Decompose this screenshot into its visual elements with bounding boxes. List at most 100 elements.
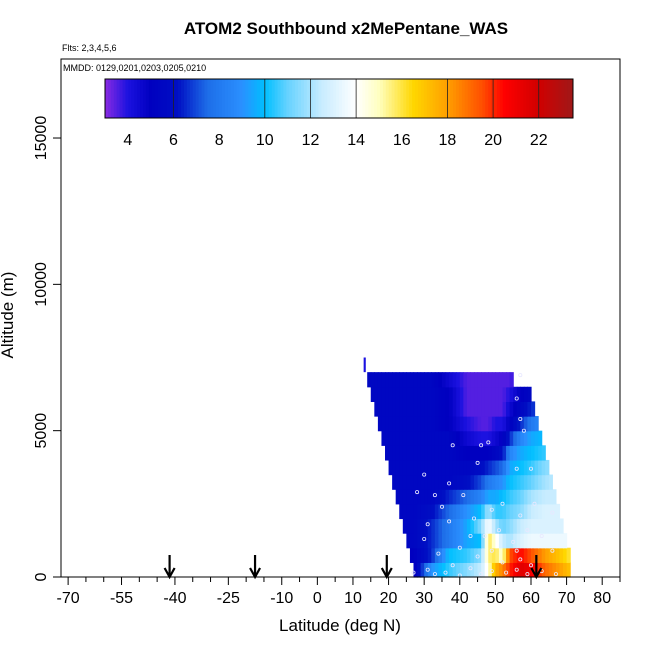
colorbar-segment [391, 79, 396, 118]
curtain-cell [406, 416, 411, 432]
curtain-cell [431, 386, 436, 402]
curtain-cell [534, 518, 539, 534]
colorbar-segment [219, 79, 223, 118]
colorbar-segment [450, 79, 454, 118]
sample-point [553, 572, 558, 577]
curtain-cell [484, 401, 489, 417]
curtain-cell [506, 474, 511, 490]
curtain-cell [385, 386, 390, 402]
curtain-cell [363, 357, 366, 373]
curtain-cell [456, 503, 461, 520]
sample-point [521, 428, 526, 433]
sample-point [415, 490, 420, 495]
curtain-cell [452, 547, 457, 563]
curtain-cell [523, 533, 529, 549]
colorbar-segment [368, 79, 372, 118]
curtain-cell [463, 533, 468, 549]
colorbar-segment [394, 79, 398, 118]
curtain-cell [449, 386, 454, 402]
curtain-cell [463, 372, 468, 388]
colorbar-segment [289, 79, 293, 118]
sample-point [514, 466, 519, 471]
curtain-cell [374, 401, 379, 417]
curtain-cell [409, 416, 415, 432]
curtain-cell [498, 562, 504, 578]
colorbar-segment [140, 79, 144, 118]
curtain-cell [523, 401, 529, 417]
curtain-cell [530, 445, 536, 461]
curtain-cell [431, 547, 436, 563]
sample-point [432, 493, 437, 498]
curtain-cell [516, 547, 521, 563]
colorbar-segment [482, 79, 486, 118]
curtain-cell [445, 401, 450, 417]
curtain-cell [509, 503, 514, 520]
curtain-cell [445, 372, 450, 388]
x-axis: -70 -55 -40 -25 -10 0 10 20 30 40 50 60 70 80 [57, 577, 621, 607]
colorbar-segment [496, 79, 501, 118]
curtain-cell [516, 489, 521, 505]
curtain-cell [548, 518, 553, 534]
colorbar-segment [520, 79, 524, 118]
curtain-cell [427, 386, 432, 402]
curtain-cell [459, 430, 464, 446]
curtain-cell [431, 533, 436, 549]
curtain-cell [466, 386, 472, 402]
colorbar-segment [265, 79, 270, 118]
x-tick-label: 0 [313, 590, 322, 607]
curtain-cell [427, 445, 432, 461]
colorbar-tick-label: 16 [393, 132, 411, 149]
curtain-cell [502, 547, 507, 563]
colorbar-segment [371, 79, 375, 118]
curtain-cell [498, 533, 504, 549]
curtain-cell [488, 401, 493, 417]
colorbar-segment [423, 79, 428, 118]
curtain-cell [459, 416, 464, 432]
colorbar-segment [529, 79, 533, 118]
curtain-cell [402, 489, 407, 505]
colorbar-segment [204, 79, 208, 118]
sample-point [450, 443, 455, 448]
curtain-cell [530, 430, 536, 446]
colorbar-segment [318, 79, 322, 118]
curtain-cell [552, 489, 557, 505]
curtain-cell [491, 503, 496, 520]
curtain-cell [470, 430, 475, 446]
colorbar-segment [415, 79, 419, 118]
curtain-cell [523, 459, 529, 476]
colorbar-segment [172, 79, 176, 118]
curtain-cell [541, 459, 546, 476]
curtain-cell [424, 503, 429, 520]
colorbar-segment [227, 79, 232, 118]
curtain-cell [466, 445, 472, 461]
curtain-cell [392, 372, 397, 388]
colorbar-segment [137, 79, 141, 118]
curtain-cell [527, 547, 532, 563]
colorbar-segment [327, 79, 331, 118]
curtain-cell [402, 372, 407, 388]
curtain-cell [516, 518, 521, 534]
curtain-cell [431, 445, 436, 461]
curtain-cell [491, 401, 496, 417]
colorbar-segment [105, 79, 109, 118]
curtain-cell [434, 562, 440, 578]
sample-point [422, 537, 427, 542]
curtain-cell [502, 445, 507, 461]
curtain-cell [523, 445, 529, 461]
colorbar-segment [286, 79, 290, 118]
curtain-cell [449, 372, 454, 388]
curtain-cell [484, 518, 489, 534]
colorbar-segment [277, 79, 281, 118]
sample-point [468, 534, 473, 539]
sample-point [518, 373, 523, 378]
curtain-cell [452, 474, 457, 490]
curtain-cell [402, 518, 407, 534]
sample-point [539, 534, 544, 539]
curtain-cell [463, 401, 468, 417]
curtain-cell [484, 372, 489, 388]
curtain-cell [402, 430, 407, 446]
colorbar-segment [333, 79, 337, 118]
curtain-cell [392, 430, 397, 446]
curtain-cell [498, 459, 504, 476]
curtain-cell [470, 474, 475, 490]
